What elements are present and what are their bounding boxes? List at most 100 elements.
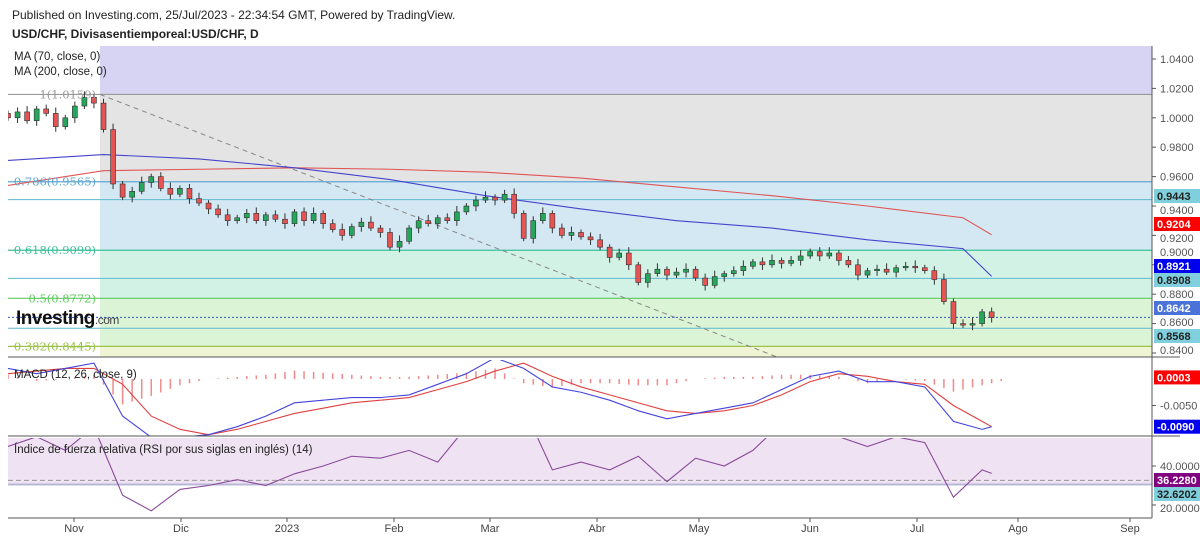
candle-body	[759, 261, 766, 266]
price-badge-label: 0.8642	[1157, 303, 1191, 315]
price-badge-label: 0.8921	[1157, 261, 1191, 273]
candle-body	[654, 268, 661, 274]
y-tick-label: 1.0200	[1160, 83, 1194, 95]
fib-zone	[100, 94, 1152, 182]
symbol-title: USD/CHF, Divisasentiemporeal:USD/CHF, D	[12, 27, 259, 41]
candle-body	[931, 270, 938, 280]
candle-body	[43, 108, 50, 114]
y-tick-label: 40.0000	[1160, 461, 1200, 473]
candle-body	[263, 214, 269, 222]
candle-body	[902, 265, 909, 269]
fib-zone	[100, 346, 1152, 357]
price-badge	[1154, 473, 1200, 487]
x-tick-label: Feb	[385, 523, 404, 535]
candle-body	[625, 252, 632, 266]
rsi-panel	[8, 438, 1152, 512]
candle-body	[921, 267, 928, 271]
y-tick-label: 1.0000	[1160, 113, 1194, 125]
candle-body	[855, 264, 861, 276]
candle-body	[797, 255, 804, 261]
x-tick-label: Sep	[1120, 523, 1140, 535]
y-tick-label: 1.0400	[1160, 54, 1194, 66]
candle-body	[578, 232, 584, 238]
price-badge	[1154, 370, 1200, 385]
price-badge	[1154, 273, 1200, 287]
rsi-band	[8, 438, 1152, 485]
candle-body	[339, 229, 346, 236]
y-tick-label: 0.9800	[1160, 142, 1194, 154]
price-badge-label: 36.2280	[1157, 475, 1197, 487]
candle-body	[874, 268, 880, 272]
macd-line	[8, 360, 992, 436]
candle-body	[635, 264, 642, 283]
price-badge	[1154, 419, 1200, 434]
candle-body	[941, 279, 947, 302]
candle-body	[434, 217, 441, 224]
candle-body	[606, 246, 613, 258]
candle-body	[492, 196, 498, 201]
price-badge	[1154, 259, 1200, 273]
y-tick-label: 0.9000	[1160, 247, 1194, 259]
fib-label: 0.786(0.9565)	[14, 175, 96, 189]
x-tick-label: 2023	[275, 523, 299, 535]
price-panel	[8, 46, 1152, 357]
x-tick-label: Mar	[481, 523, 500, 535]
ma70-line	[8, 153, 993, 277]
candle-body	[158, 176, 164, 189]
price-badge	[1154, 487, 1200, 501]
candle-body	[721, 273, 728, 277]
x-tick-label: Dic	[173, 523, 189, 535]
candle-body	[215, 208, 221, 216]
candle-body	[988, 311, 995, 318]
candle-body	[329, 223, 336, 230]
rsi-title: Índice de fuerza relativa (RSI por sus s…	[14, 444, 313, 456]
candle-body	[750, 261, 756, 267]
candle-body	[501, 193, 508, 201]
x-tick-label: Jul	[910, 523, 924, 535]
macd-panel	[8, 360, 1002, 436]
candle-body	[473, 199, 479, 207]
candle-body	[730, 270, 737, 274]
candle-body	[24, 111, 30, 122]
y-tick-label: 0.9400	[1160, 205, 1194, 217]
fib-zone-top	[100, 46, 1152, 95]
candle-body	[950, 301, 957, 324]
candle-body	[692, 268, 699, 279]
candle-body	[138, 182, 145, 192]
candle-body	[979, 311, 985, 324]
y-tick-label: -0.0050	[1160, 401, 1197, 413]
y-tick-label: 0.9200	[1160, 233, 1194, 245]
candle-body	[224, 214, 231, 222]
candle-body	[530, 220, 537, 239]
investing-logo: Investing.com	[16, 308, 119, 329]
candle-body	[549, 213, 556, 229]
candle-body	[711, 276, 718, 286]
candle-body	[14, 111, 21, 119]
candle-body	[205, 202, 212, 210]
candle-body	[539, 213, 546, 222]
candle-body	[816, 251, 823, 257]
published-caption: Published on Investing.com, 25/Jul/2023 …	[12, 8, 456, 22]
candle-body	[396, 240, 403, 248]
candle-body	[616, 252, 623, 258]
candle-body	[186, 188, 193, 199]
candle-body	[912, 265, 919, 269]
price-badge-label: 0.9204	[1157, 219, 1192, 231]
candle-body	[291, 211, 298, 224]
candle-body	[167, 188, 174, 195]
candle-body	[368, 221, 374, 229]
candle-body	[520, 213, 527, 239]
candle-body	[81, 96, 88, 107]
candle-body	[444, 217, 451, 221]
candle-body	[62, 117, 69, 127]
candle-body	[100, 102, 107, 130]
fib-zone	[100, 298, 1152, 347]
candle-body	[52, 113, 59, 127]
price-badge-label: 0.8908	[1157, 275, 1191, 287]
price-badge	[1154, 301, 1200, 315]
macd-title: MACD (12, 26, close, 9)	[14, 369, 137, 381]
price-badge-label: 32.6202	[1157, 489, 1197, 501]
candle-body	[425, 220, 432, 224]
candle-body	[463, 205, 470, 213]
